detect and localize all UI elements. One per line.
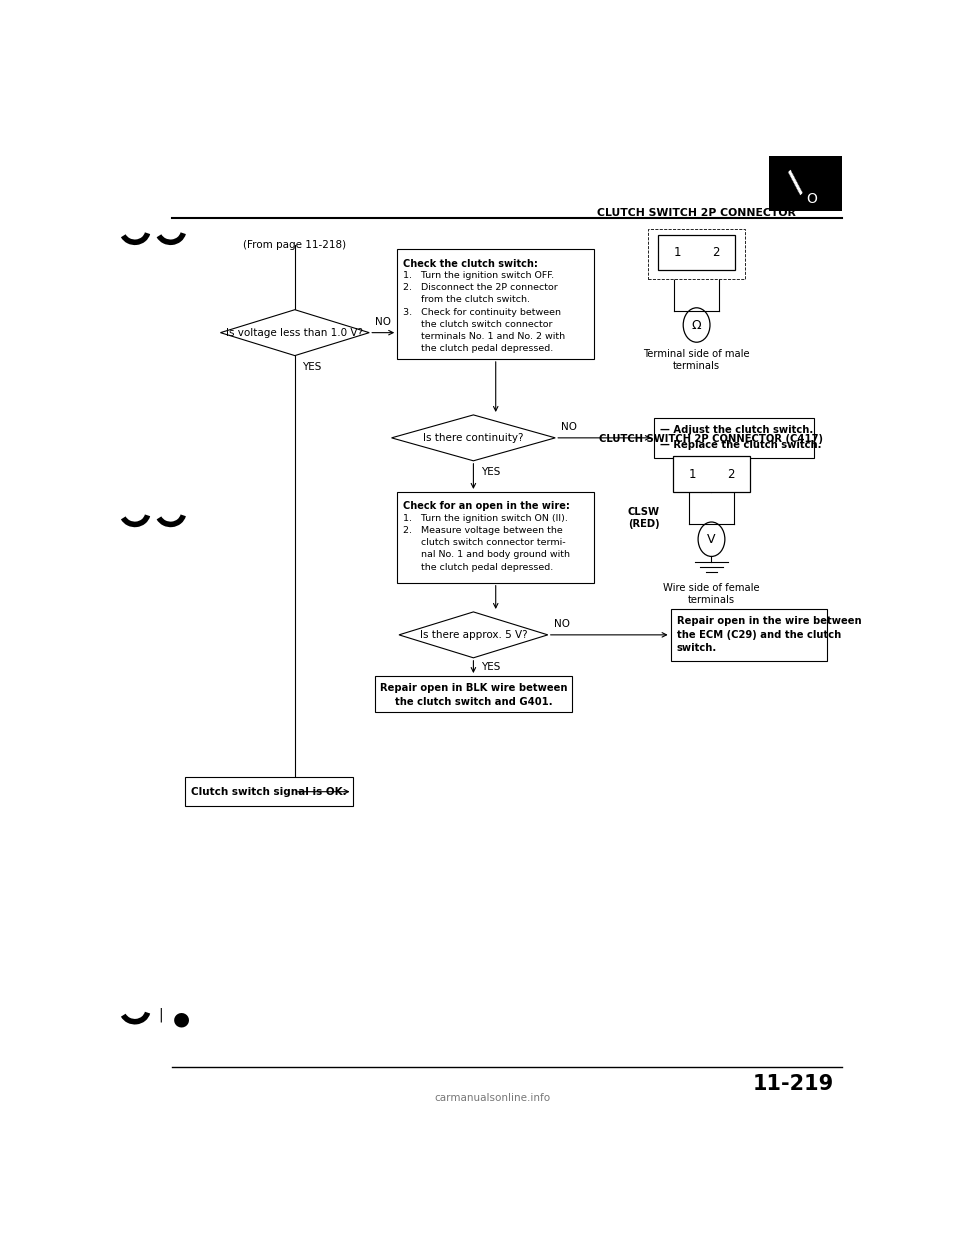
Text: NO: NO (375, 317, 391, 327)
Text: Wire side of female
terminals: Wire side of female terminals (663, 584, 759, 605)
Text: Clutch switch signal is OK.: Clutch switch signal is OK. (191, 786, 347, 796)
FancyBboxPatch shape (397, 248, 594, 359)
Text: 1.   Turn the ignition switch ON (II).: 1. Turn the ignition switch ON (II). (403, 514, 568, 523)
Text: 1.   Turn the ignition switch OFF.: 1. Turn the ignition switch OFF. (403, 271, 554, 279)
Text: NO: NO (562, 422, 577, 432)
Text: Is voltage less than 1.0 V?: Is voltage less than 1.0 V? (227, 328, 363, 338)
Text: Terminal side of male
terminals: Terminal side of male terminals (643, 349, 750, 370)
Text: clutch switch connector termi-: clutch switch connector termi- (403, 538, 565, 548)
Text: YES: YES (481, 467, 500, 477)
Text: the ECM (C29) and the clutch: the ECM (C29) and the clutch (677, 630, 841, 640)
Text: 2: 2 (727, 468, 734, 481)
Text: nal No. 1 and body ground with: nal No. 1 and body ground with (403, 550, 570, 559)
FancyBboxPatch shape (769, 155, 842, 211)
Text: the clutch switch and G401.: the clutch switch and G401. (395, 697, 552, 707)
FancyBboxPatch shape (654, 417, 814, 458)
Text: Is there continuity?: Is there continuity? (423, 433, 523, 443)
Text: (From page 11-218): (From page 11-218) (243, 240, 346, 250)
Text: — Replace the clutch switch.: — Replace the clutch switch. (660, 440, 821, 450)
FancyBboxPatch shape (185, 777, 352, 806)
Text: O: O (806, 191, 817, 206)
Text: Check for an open in the wire:: Check for an open in the wire: (403, 502, 570, 512)
Text: 2: 2 (712, 246, 720, 258)
Text: the clutch pedal depressed.: the clutch pedal depressed. (403, 344, 553, 353)
Text: NO: NO (554, 619, 569, 630)
Text: /: / (782, 169, 811, 196)
Text: terminals No. 1 and No. 2 with: terminals No. 1 and No. 2 with (403, 332, 565, 342)
Polygon shape (221, 309, 370, 355)
FancyBboxPatch shape (673, 456, 750, 492)
Text: CLUTCH SWITCH 2P CONNECTOR: CLUTCH SWITCH 2P CONNECTOR (597, 207, 796, 217)
Text: 1: 1 (688, 468, 696, 481)
Polygon shape (399, 612, 548, 658)
Text: Is there approx. 5 V?: Is there approx. 5 V? (420, 630, 527, 640)
Text: ●: ● (173, 1010, 189, 1028)
Text: — Adjust the clutch switch.: — Adjust the clutch switch. (660, 426, 813, 436)
Text: 1: 1 (674, 246, 681, 258)
Text: CLUTCH SWITCH 2P CONNECTOR (C417): CLUTCH SWITCH 2P CONNECTOR (C417) (599, 433, 824, 443)
Text: 2.   Disconnect the 2P connector: 2. Disconnect the 2P connector (403, 283, 558, 292)
Text: the clutch pedal depressed.: the clutch pedal depressed. (403, 563, 553, 571)
FancyBboxPatch shape (670, 609, 827, 661)
Text: Repair open in BLK wire between: Repair open in BLK wire between (379, 683, 567, 693)
FancyBboxPatch shape (397, 492, 594, 582)
Text: V: V (708, 533, 716, 545)
Text: from the clutch switch.: from the clutch switch. (403, 296, 530, 304)
Text: carmanualsonline.info: carmanualsonline.info (434, 1093, 550, 1103)
Text: the clutch switch connector: the clutch switch connector (403, 319, 553, 329)
Text: switch.: switch. (677, 643, 717, 653)
Text: 2.   Measure voltage between the: 2. Measure voltage between the (403, 525, 563, 535)
FancyBboxPatch shape (658, 235, 735, 270)
Text: CLSW
(RED): CLSW (RED) (628, 508, 660, 529)
Polygon shape (392, 415, 555, 461)
Text: Check the clutch switch:: Check the clutch switch: (403, 258, 538, 268)
Text: Repair open in the wire between: Repair open in the wire between (677, 616, 861, 626)
FancyBboxPatch shape (648, 230, 745, 279)
Text: Ω: Ω (692, 318, 702, 332)
Text: YES: YES (302, 363, 322, 373)
Text: YES: YES (481, 662, 500, 672)
FancyBboxPatch shape (374, 676, 572, 713)
Text: 11-219: 11-219 (753, 1074, 834, 1094)
Text: |: | (158, 1007, 163, 1022)
Text: 3.   Check for continuity between: 3. Check for continuity between (403, 308, 561, 317)
